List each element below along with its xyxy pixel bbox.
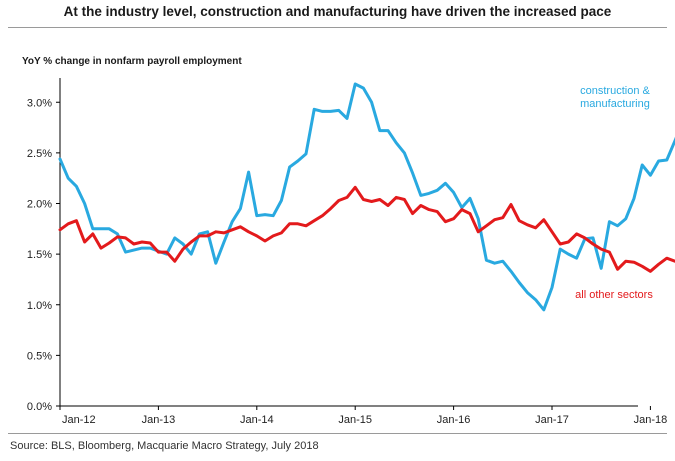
x-tick-label: Jan-17 bbox=[535, 414, 569, 426]
y-tick-label: 1.5% bbox=[27, 249, 52, 261]
all-other-sectors-label: all other sectors bbox=[575, 289, 653, 301]
construction-manufacturing-label: construction & manufacturing bbox=[580, 85, 650, 110]
construction-manufacturing-line bbox=[58, 82, 675, 312]
y-axis: 0.0% 0.5% 1.0% 1.5% 2.0% 2.5% 3.0% bbox=[27, 78, 61, 413]
x-tick-label: Jan-14 bbox=[240, 414, 274, 426]
source-divider bbox=[8, 433, 667, 434]
source-note: Source: BLS, Bloomberg, Macquarie Macro … bbox=[10, 440, 319, 452]
series-labels: construction & manufacturing all other sec… bbox=[575, 85, 653, 301]
x-tick-label: Jan-13 bbox=[142, 414, 176, 426]
y-tick-label: 1.0% bbox=[27, 300, 52, 312]
x-tick-label: Jan-16 bbox=[437, 414, 471, 426]
y-tick-label: 3.0% bbox=[27, 97, 52, 109]
title-divider bbox=[8, 27, 667, 28]
y-tick-label: 0.5% bbox=[27, 350, 52, 362]
chart-subtitle: YoY % change in nonfarm payroll employme… bbox=[22, 56, 242, 67]
series-layer bbox=[58, 82, 675, 312]
all-other-sectors-line bbox=[58, 185, 675, 273]
x-tick-label: Jan-12 bbox=[62, 414, 96, 426]
y-tick-label: 2.5% bbox=[27, 148, 52, 160]
x-axis: Jan-12 Jan-13 Jan-14 Jan-15 Jan-16 Jan-17 Jan-… bbox=[59, 405, 668, 426]
x-tick-label: Jan-15 bbox=[338, 414, 372, 426]
y-tick-label: 2.0% bbox=[27, 199, 52, 211]
y-tick-label: 0.0% bbox=[27, 401, 52, 413]
chart-title: At the industry level, construction and … bbox=[63, 4, 612, 19]
x-tick-label: Jan-18 bbox=[634, 414, 668, 426]
